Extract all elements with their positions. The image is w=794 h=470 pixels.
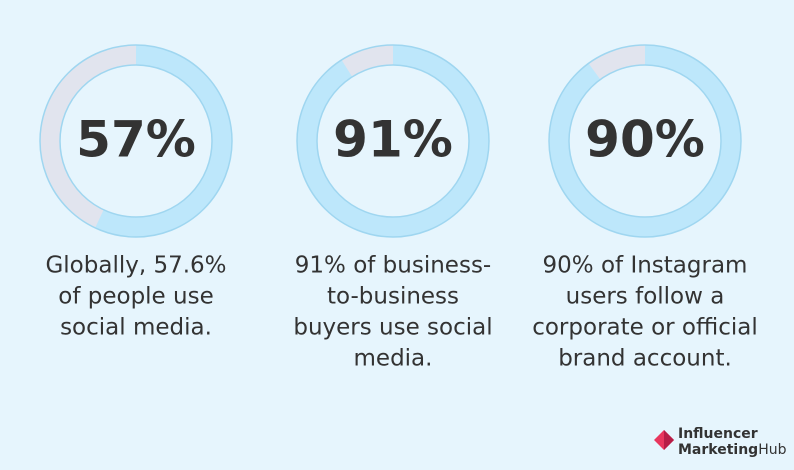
caption-line: to-business — [327, 284, 459, 310]
donut-arc — [549, 45, 741, 237]
donut-arc — [95, 45, 232, 237]
donut-arc — [297, 45, 489, 237]
logo-line2b: Hub — [758, 442, 786, 458]
logo-line2a: Marketing — [678, 442, 758, 458]
donut-outline — [316, 64, 470, 218]
caption-line: brand account. — [558, 346, 732, 372]
caption-line: media. — [354, 346, 433, 372]
donut-outline — [296, 44, 490, 238]
caption-line: of people use — [58, 284, 213, 310]
caption-line: social media. — [60, 315, 212, 341]
caption-line: buyers use social — [293, 315, 492, 341]
logo-line2: MarketingHub — [678, 442, 787, 458]
logo-line1: Influencer — [678, 426, 758, 442]
donut-value-label: 91% — [333, 111, 453, 169]
caption-line: Globally, 57.6% — [45, 253, 226, 279]
logo: Influencer MarketingHub — [654, 426, 787, 458]
caption-line: 90% of Instagram — [543, 253, 748, 279]
logo-icon-shade — [664, 430, 674, 450]
caption-line: corporate or official — [532, 315, 758, 341]
donut-outline — [548, 44, 742, 238]
donut-value-label: 90% — [585, 111, 705, 169]
caption-line: 91% of business- — [295, 253, 491, 279]
donut-outline — [39, 44, 233, 238]
donut-outline — [59, 64, 213, 218]
caption-line: users follow a — [566, 284, 725, 310]
donut-value-label: 57% — [76, 111, 196, 169]
donut-outline — [568, 64, 722, 218]
